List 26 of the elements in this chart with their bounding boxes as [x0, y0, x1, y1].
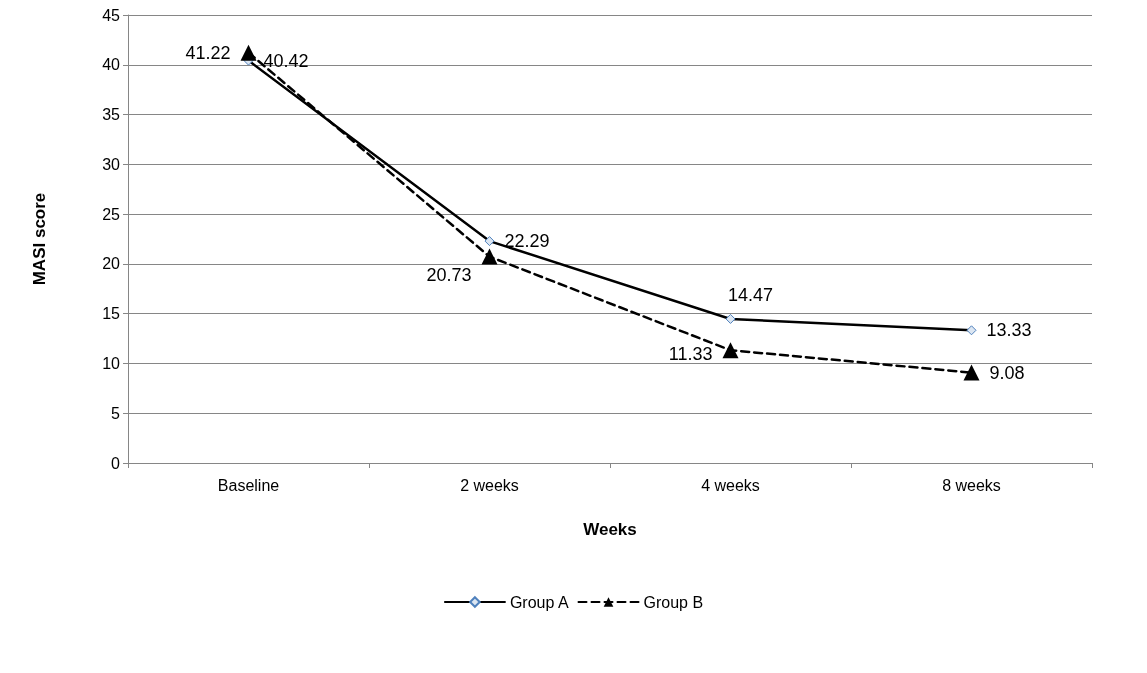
x-tick-label: 8 weeks	[942, 476, 1001, 494]
x-axis-title: Weeks	[583, 520, 637, 539]
data-label: 9.08	[989, 362, 1025, 383]
x-tick-label: Baseline	[217, 476, 280, 494]
y-tick-label: 20	[102, 255, 121, 273]
y-tick-label: 45	[102, 6, 121, 24]
data-label: 41.22	[185, 42, 231, 63]
data-label: 14.47	[727, 284, 774, 305]
y-tick-label: 30	[102, 155, 121, 173]
data-label: 40.42	[263, 50, 309, 71]
legend-label: Group B	[643, 593, 704, 611]
data-label: 13.33	[986, 320, 1032, 341]
y-tick-label: 0	[111, 454, 121, 472]
data-label: 22.29	[504, 231, 550, 252]
data-label: 11.33	[668, 344, 713, 365]
data-label: 20.73	[426, 264, 472, 285]
y-tick-label: 10	[102, 354, 121, 372]
x-tick-label: 2 weeks	[460, 476, 519, 494]
y-axis-title: MASI score	[30, 192, 49, 286]
x-tick-label: 4 weeks	[701, 476, 760, 494]
y-tick-label: 25	[102, 205, 121, 223]
y-tick-label: 15	[102, 305, 121, 323]
y-tick-label: 35	[102, 106, 121, 124]
y-tick-label: 40	[102, 56, 121, 74]
legend-label: Group A	[509, 593, 569, 611]
y-tick-label: 5	[111, 404, 121, 422]
